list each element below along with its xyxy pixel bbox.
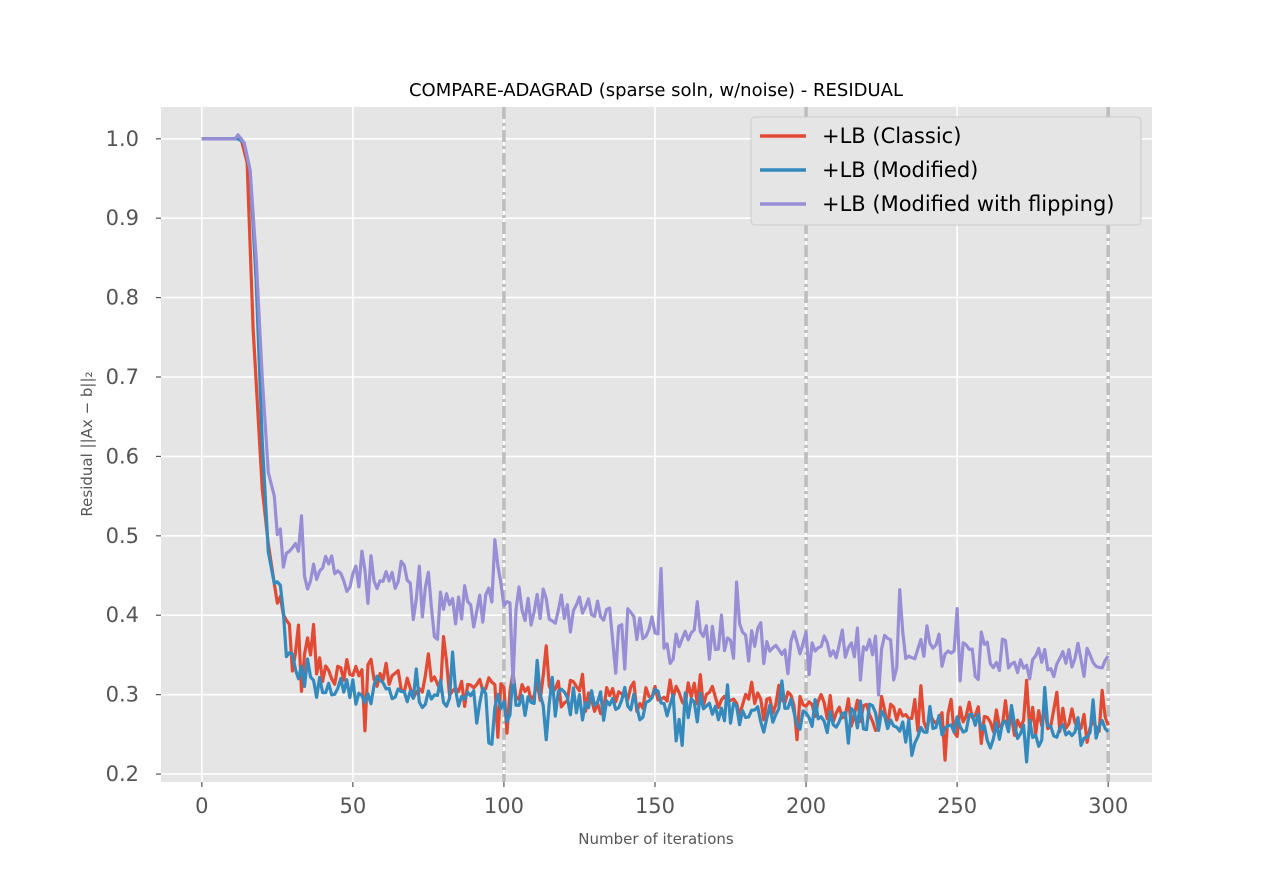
chart-title: COMPARE-ADAGRAD (sparse soln, w/noise) -… bbox=[409, 80, 903, 101]
series-line-0 bbox=[201, 137, 1110, 762]
legend-label-flipping: +LB (Modified with flipping) bbox=[822, 192, 1114, 216]
legend: +LB (Classic) +LB (Modified) +LB (Modifi… bbox=[750, 116, 1142, 226]
reference-lines bbox=[502, 107, 1110, 782]
y-tick-label: 0.5 bbox=[106, 524, 139, 548]
y-tick-label: 1.0 bbox=[106, 127, 139, 151]
legend-label-modified: +LB (Modified) bbox=[822, 158, 978, 182]
y-axis-label: Residual ||Ax − b||₂ bbox=[78, 371, 96, 516]
legend-label-classic: +LB (Classic) bbox=[822, 124, 961, 148]
series-line-1 bbox=[201, 137, 1110, 764]
x-tick-label: 250 bbox=[937, 794, 977, 818]
y-tick-label: 0.2 bbox=[106, 762, 139, 786]
y-tick-label: 0.8 bbox=[106, 286, 139, 310]
x-axis-label: Number of iterations bbox=[578, 830, 734, 848]
y-axis-ticks: 0.2 0.3 0.4 0.5 0.6 0.7 0.8 0.9 1.0 bbox=[106, 127, 161, 786]
series-line-2 bbox=[201, 133, 1110, 697]
x-tick-label: 100 bbox=[484, 794, 524, 818]
legend-box bbox=[750, 116, 1142, 226]
series-lines bbox=[201, 133, 1110, 764]
y-tick-label: 0.3 bbox=[106, 683, 139, 707]
y-tick-label: 0.9 bbox=[106, 206, 139, 230]
y-tick-label: 0.7 bbox=[106, 365, 139, 389]
x-tick-label: 50 bbox=[339, 794, 366, 818]
x-tick-label: 200 bbox=[786, 794, 826, 818]
y-tick-label: 0.6 bbox=[106, 444, 139, 468]
x-tick-label: 150 bbox=[635, 794, 675, 818]
x-tick-label: 300 bbox=[1088, 794, 1128, 818]
x-tick-label: 0 bbox=[195, 794, 208, 818]
x-axis-ticks: 0 50 100 150 200 250 300 bbox=[195, 782, 1128, 818]
y-tick-label: 0.4 bbox=[106, 603, 139, 627]
